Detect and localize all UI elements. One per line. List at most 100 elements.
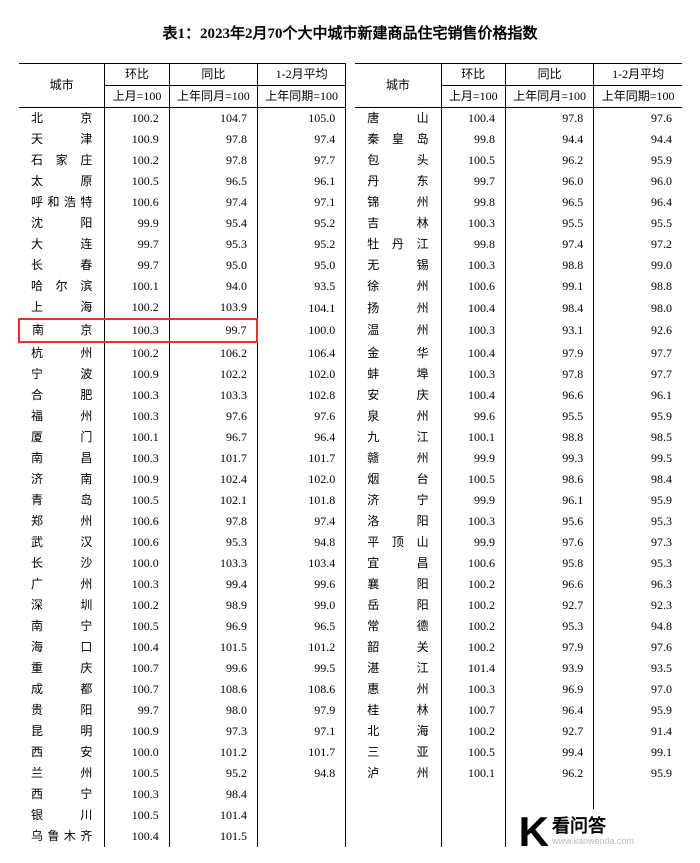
table-row: 天津100.997.897.4秦皇岛99.894.494.4: [19, 129, 682, 150]
table-row: 南京100.399.7100.0温州100.393.192.6: [19, 319, 682, 342]
city-cell: 呼和浩特: [19, 192, 105, 213]
col-avg-2: 1-2月平均: [594, 64, 682, 86]
avg-cell: 95.9: [594, 700, 682, 721]
yoy-cell: 97.4: [169, 192, 257, 213]
yoy-cell: 101.7: [169, 448, 257, 469]
avg-cell: 97.9: [257, 700, 345, 721]
avg-cell: 95.9: [594, 150, 682, 171]
table-row: 昆明100.997.397.1北海100.292.791.4: [19, 721, 682, 742]
city-cell: 秦皇岛: [355, 129, 441, 150]
mom-cell: 100.2: [105, 297, 169, 319]
yoy-cell: 106.2: [169, 342, 257, 364]
avg-cell: 93.5: [257, 276, 345, 297]
yoy-cell: 101.5: [169, 826, 257, 847]
avg-cell: 99.1: [594, 742, 682, 763]
city-cell: 乌鲁木齐: [19, 826, 105, 847]
page-title: 表1：2023年2月70个大中城市新建商品住宅销售价格指数: [18, 22, 682, 43]
city-cell: 烟台: [355, 469, 441, 490]
yoy-cell: 95.3: [169, 532, 257, 553]
yoy-cell: 103.9: [169, 297, 257, 319]
mom-cell: 100.4: [105, 826, 169, 847]
logo-cn: 看问答: [552, 817, 634, 837]
avg-cell: 96.4: [257, 427, 345, 448]
avg-cell: [257, 826, 345, 847]
city-cell: 牡丹江: [355, 234, 441, 255]
city-cell: 上海: [19, 297, 105, 319]
avg-cell: [257, 805, 345, 826]
avg-cell: 97.4: [257, 511, 345, 532]
table-row: 深圳100.298.999.0岳阳100.292.792.3: [19, 595, 682, 616]
yoy-cell: 97.8: [169, 511, 257, 532]
mom-cell: 100.3: [441, 364, 505, 385]
avg-cell: 99.5: [594, 448, 682, 469]
city-cell: 南宁: [19, 616, 105, 637]
yoy-cell: 103.3: [169, 553, 257, 574]
yoy-cell: 97.3: [169, 721, 257, 742]
avg-cell: 102.0: [257, 364, 345, 385]
city-cell: 襄阳: [355, 574, 441, 595]
mom-cell: 100.2: [441, 637, 505, 658]
mom-cell: 100.2: [441, 721, 505, 742]
city-cell: 包头: [355, 150, 441, 171]
city-cell: 青岛: [19, 490, 105, 511]
city-cell: 惠州: [355, 679, 441, 700]
yoy-cell: 97.9: [505, 637, 593, 658]
avg-cell: 96.5: [257, 616, 345, 637]
avg-cell: 91.4: [594, 721, 682, 742]
yoy-cell: 93.9: [505, 658, 593, 679]
table-row: 武汉100.695.394.8平顶山99.997.697.3: [19, 532, 682, 553]
city-cell: 合肥: [19, 385, 105, 406]
mom-cell: 100.3: [105, 406, 169, 427]
city-cell: 唐山: [355, 108, 441, 130]
table-row: 上海100.2103.9104.1扬州100.498.498.0: [19, 297, 682, 319]
city-cell: 蚌埠: [355, 364, 441, 385]
yoy-cell: 98.6: [505, 469, 593, 490]
city-cell: 北海: [355, 721, 441, 742]
yoy-cell: 96.2: [505, 763, 593, 784]
city-cell: 安庆: [355, 385, 441, 406]
avg-cell: 92.6: [594, 319, 682, 342]
city-cell: 洛阳: [355, 511, 441, 532]
city-cell: 宁波: [19, 364, 105, 385]
yoy-cell: 97.8: [505, 364, 593, 385]
avg-cell: 106.4: [257, 342, 345, 364]
avg-cell: 97.7: [594, 342, 682, 364]
table-row: 西安100.0101.2101.7三亚100.599.499.1: [19, 742, 682, 763]
city-cell: 广州: [19, 574, 105, 595]
mom-cell: 99.8: [441, 192, 505, 213]
city-cell: 南京: [19, 319, 105, 342]
mom-cell: 99.8: [441, 234, 505, 255]
mom-cell: 100.3: [441, 255, 505, 276]
mom-cell: 100.2: [441, 574, 505, 595]
mom-cell: 100.1: [105, 276, 169, 297]
yoy-cell: 102.2: [169, 364, 257, 385]
yoy-cell: 95.2: [169, 763, 257, 784]
table-row: 太原100.596.596.1丹东99.796.096.0: [19, 171, 682, 192]
watermark-logo: K 看问答 www.kanwenda.com: [515, 809, 638, 855]
yoy-cell: 96.1: [505, 490, 593, 511]
mom-cell: 100.0: [105, 742, 169, 763]
yoy-cell: 98.8: [505, 255, 593, 276]
mom-cell: 100.5: [105, 490, 169, 511]
mom-cell: 100.5: [105, 805, 169, 826]
city-cell: 成都: [19, 679, 105, 700]
yoy-cell: 104.7: [169, 108, 257, 130]
avg-cell: 95.3: [594, 511, 682, 532]
mom-cell: 100.6: [105, 511, 169, 532]
yoy-cell: 95.3: [505, 616, 593, 637]
city-cell: 西宁: [19, 784, 105, 805]
yoy-cell: 97.9: [505, 342, 593, 364]
table-row: 长沙100.0103.3103.4宜昌100.695.895.3: [19, 553, 682, 574]
yoy-cell: 95.5: [505, 213, 593, 234]
mom-cell: 100.1: [105, 427, 169, 448]
avg-cell: 101.2: [257, 637, 345, 658]
logo-mark: K: [519, 811, 546, 853]
mom-cell: 101.4: [441, 658, 505, 679]
table-row: 贵阳99.798.097.9桂林100.796.495.9: [19, 700, 682, 721]
mom-cell: 100.1: [441, 763, 505, 784]
mom-cell: 100.3: [441, 511, 505, 532]
table-row: 兰州100.595.294.8泸州100.196.295.9: [19, 763, 682, 784]
table-row: 福州100.397.697.6泉州99.695.595.9: [19, 406, 682, 427]
col-city-2: 城市: [355, 64, 441, 108]
mom-cell: 100.5: [441, 469, 505, 490]
